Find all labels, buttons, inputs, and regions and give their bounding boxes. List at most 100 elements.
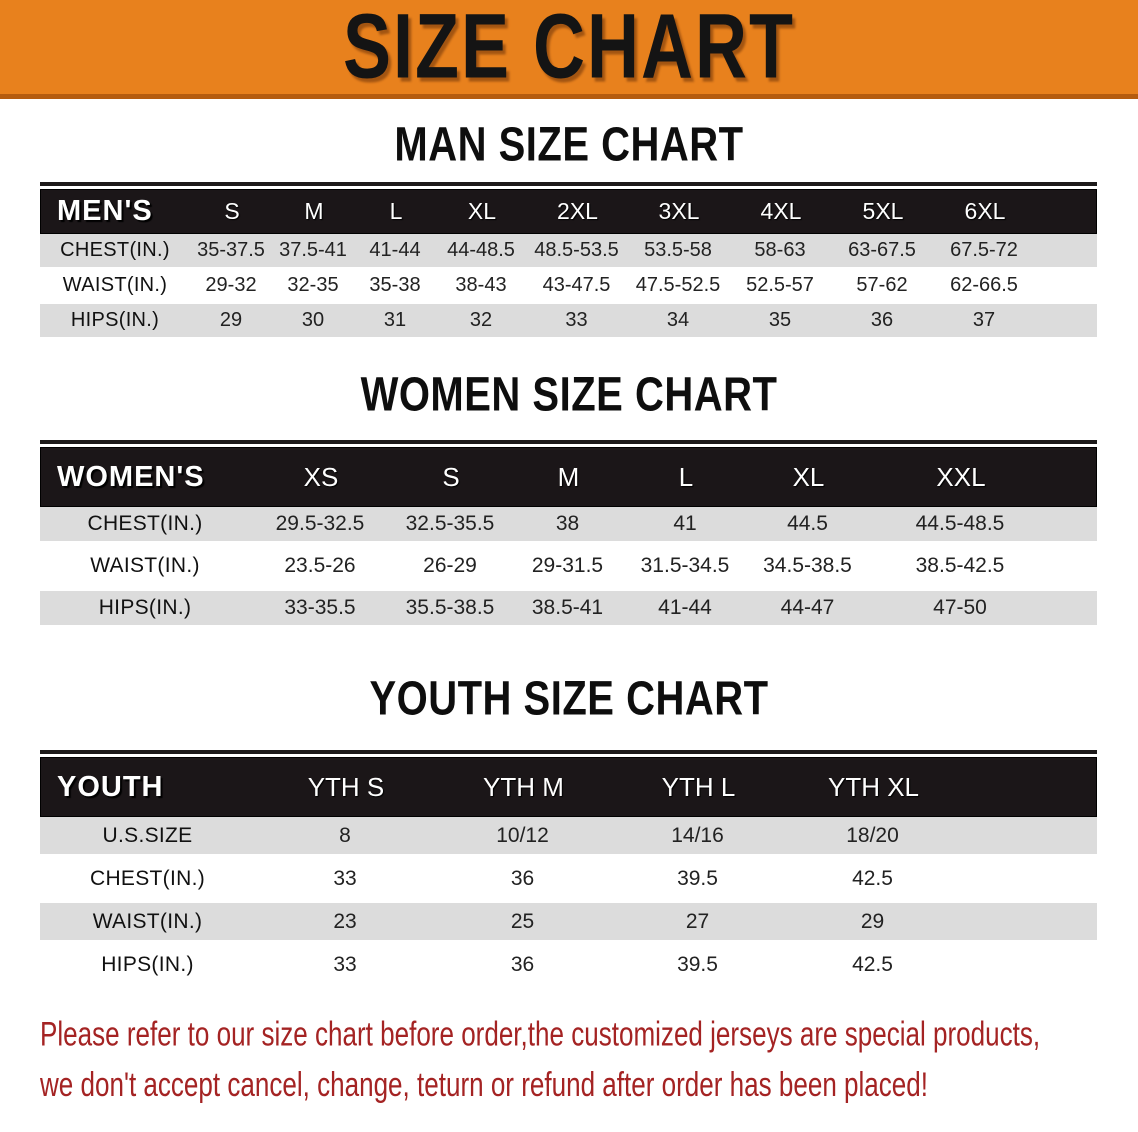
- disclaimer-line-2: we don't accept cancel, change, teturn o…: [40, 1065, 929, 1104]
- size-value-cell: 38: [555, 512, 580, 535]
- column-header-xxl: XXL: [936, 461, 986, 492]
- size-value-cell: 52.5-57: [746, 274, 814, 296]
- size-value-cell: 42.5: [852, 866, 893, 890]
- youth-table-label: YOUTH: [57, 770, 164, 803]
- size-value-cell: 35: [768, 309, 792, 331]
- size-value-cell: 44.5: [787, 512, 828, 535]
- size-value-cell: 23: [333, 909, 357, 933]
- size-value-cell: 29: [860, 909, 885, 933]
- size-value-cell: 10/12: [496, 823, 549, 847]
- size-value-cell: 42.5: [852, 952, 893, 976]
- youth-size-table: YOUTH YTH S YTH M YTH L YTH XL U.S.SIZE 8 10/1…: [40, 750, 1097, 983]
- size-value-cell: 8: [339, 823, 351, 847]
- size-value-cell: 25: [510, 909, 535, 933]
- row-label: U.S.SIZE: [102, 823, 193, 847]
- size-value-cell: 43-47.5: [542, 274, 611, 296]
- column-header-xl: XL: [467, 198, 497, 224]
- size-value-cell: 37.5-41: [279, 239, 347, 261]
- size-value-cell: 44-48.5: [447, 239, 515, 261]
- column-header-m: M: [304, 198, 324, 224]
- size-value-cell: 29-32: [205, 274, 257, 296]
- size-value-cell: 33: [565, 309, 588, 331]
- table-row-chest-in.-: CHEST(IN.) 35-37.5 37.5-41 41-44 44-48.5 48.5…: [40, 234, 1097, 267]
- size-value-cell: 34.5-38.5: [763, 554, 852, 577]
- size-value-cell: 47.5-52.5: [635, 274, 721, 296]
- women-size-table: WOMEN'S XS S M L XL XXL CHEST(IN.) 29.5-32.5 32.…: [40, 440, 1097, 625]
- size-value-cell: 31: [383, 309, 407, 331]
- table-row-chest-in.-: CHEST(IN.) 33 36 39.5 42.5: [40, 860, 1097, 897]
- row-label: HIPS(IN.): [101, 952, 194, 976]
- disclaimer: Please refer to our size chart before or…: [40, 1009, 1040, 1110]
- column-header-yth-xl: YTH XL: [827, 771, 920, 802]
- men-table-rows: CHEST(IN.) 35-37.5 37.5-41 41-44 44-48.5 48.5…: [40, 234, 1097, 337]
- size-value-cell: 29: [219, 309, 243, 331]
- row-label: WAIST(IN.): [90, 554, 200, 577]
- size-value-cell: 39.5: [677, 952, 718, 976]
- table-row-waist-in.-: WAIST(IN.) 23.5-26 26-29 29-31.5 31.5-34.5 34…: [40, 549, 1097, 583]
- column-header-yth-m: YTH M: [483, 771, 564, 802]
- size-value-cell: 33: [333, 866, 357, 890]
- size-value-cell: 58-63: [754, 239, 806, 261]
- size-value-cell: 31.5-34.5: [640, 554, 730, 577]
- table-top-border: [40, 182, 1097, 186]
- size-value-cell: 37: [972, 309, 996, 331]
- table-row-hips-in.-: HIPS(IN.) 33 36 39.5 42.5: [40, 946, 1097, 983]
- men-size-table: MEN'S S M L XL 2XL 3XL 4XL 5XL 6XL CHEST(IN.) 35-3…: [40, 182, 1097, 337]
- size-value-cell: 33-35.5: [284, 596, 356, 619]
- column-header-l: L: [678, 461, 694, 492]
- size-value-cell: 18/20: [846, 823, 899, 847]
- size-value-cell: 35.5-38.5: [405, 596, 495, 619]
- table-row-chest-in.-: CHEST(IN.) 29.5-32.5 32.5-35.5 38 41 44.5 44.5…: [40, 507, 1097, 541]
- column-header-m: M: [557, 461, 580, 492]
- men-table-header-bar: MEN'S S M L XL 2XL 3XL 4XL 5XL 6XL: [40, 189, 1097, 234]
- banner-title: SIZE CHART: [343, 0, 795, 99]
- table-row-hips-in.-: HIPS(IN.) 29 30 31 32 33 34 35 36 37: [40, 304, 1097, 337]
- women-table-rows: CHEST(IN.) 29.5-32.5 32.5-35.5 38 41 44.5 44.5…: [40, 507, 1097, 625]
- column-header-5xl: 5XL: [862, 198, 904, 224]
- youth-table-rows: U.S.SIZE 8 10/12 14/16 18/20 CHEST(IN.) 33 36 39…: [40, 817, 1097, 983]
- size-value-cell: 35-37.5: [197, 239, 265, 261]
- size-value-cell: 47-50: [933, 596, 987, 619]
- row-label: HIPS(IN.): [98, 596, 192, 619]
- column-header-s: S: [224, 198, 240, 224]
- column-header-l: L: [389, 198, 403, 224]
- row-label: WAIST(IN.): [92, 909, 203, 933]
- table-row-hips-in.-: HIPS(IN.) 33-35.5 35.5-38.5 38.5-41 41-44 44-…: [40, 591, 1097, 625]
- column-header-xs: XS: [303, 461, 339, 492]
- size-value-cell: 44.5-48.5: [915, 512, 1005, 535]
- size-value-cell: 41-44: [369, 239, 421, 261]
- row-label: WAIST(IN.): [62, 274, 168, 296]
- size-value-cell: 30: [301, 309, 325, 331]
- table-top-border: [40, 440, 1097, 444]
- youth-table-header-bar: YOUTH YTH S YTH M YTH L YTH XL: [40, 757, 1097, 817]
- size-value-cell: 29-31.5: [531, 554, 604, 577]
- column-header-6xl: 6XL: [964, 198, 1006, 224]
- row-label: CHEST(IN.): [90, 866, 205, 890]
- size-value-cell: 27: [685, 909, 710, 933]
- size-value-cell: 44-47: [780, 596, 835, 619]
- row-label: CHEST(IN.): [60, 239, 170, 261]
- size-value-cell: 32-35: [287, 274, 339, 296]
- size-value-cell: 62-66.5: [950, 274, 1018, 296]
- size-value-cell: 53.5-58: [644, 239, 712, 261]
- women-section-heading: WOMEN SIZE CHART: [360, 368, 778, 422]
- size-value-cell: 48.5-53.5: [534, 239, 619, 261]
- size-value-cell: 29.5-32.5: [275, 512, 365, 535]
- table-top-border: [40, 750, 1097, 754]
- row-label: HIPS(IN.): [70, 309, 160, 331]
- size-value-cell: 32: [469, 309, 493, 331]
- size-value-cell: 41-44: [658, 596, 712, 619]
- size-value-cell: 36: [510, 952, 535, 976]
- size-value-cell: 23.5-26: [284, 554, 356, 577]
- row-label: CHEST(IN.): [87, 512, 203, 535]
- women-table-label: WOMEN'S: [57, 460, 205, 493]
- size-value-cell: 38.5-41: [531, 596, 604, 619]
- column-header-xl: XL: [792, 461, 825, 492]
- youth-section-heading: YOUTH SIZE CHART: [369, 672, 769, 726]
- size-value-cell: 36: [870, 309, 894, 331]
- column-header-yth-l: YTH L: [661, 771, 736, 802]
- table-row-u.s.size: U.S.SIZE 8 10/12 14/16 18/20: [40, 817, 1097, 854]
- men-table-label: MEN'S: [57, 195, 153, 227]
- women-table-header-bar: WOMEN'S XS S M L XL XXL: [40, 447, 1097, 507]
- size-value-cell: 41: [673, 512, 697, 535]
